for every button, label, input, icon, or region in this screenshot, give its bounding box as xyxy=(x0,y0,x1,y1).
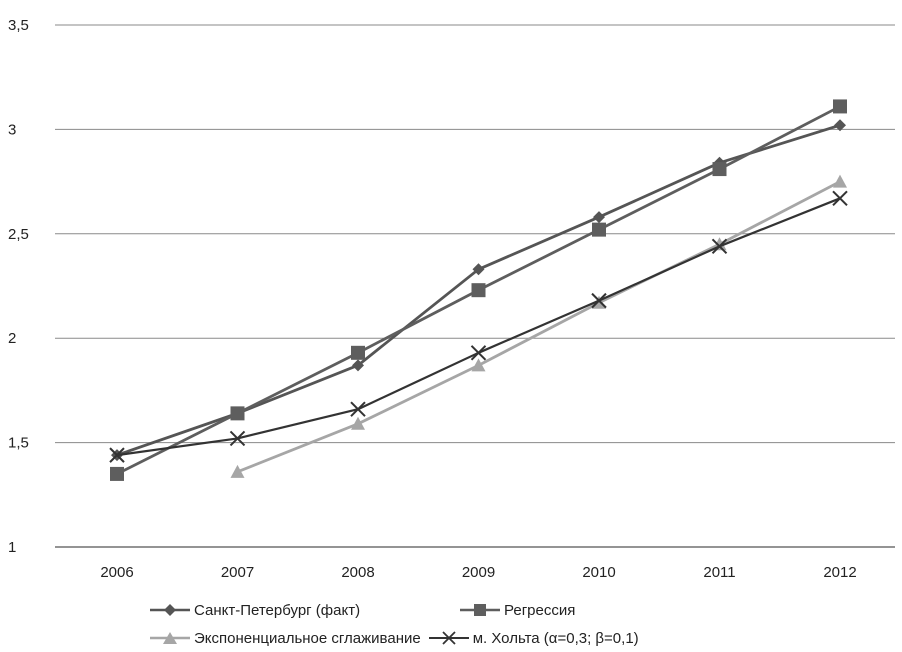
series-2 xyxy=(230,174,847,478)
legend-item-holt: м. Хольта (α=0,3; β=0,1) xyxy=(428,629,639,647)
legend-row-1: Санкт-Петербург (факт) Регрессия xyxy=(150,596,770,624)
legend-label-spb-fact: Санкт-Петербург (факт) xyxy=(194,601,361,619)
data-point xyxy=(833,174,847,188)
x-tick-label: 2008 xyxy=(341,564,374,581)
legend-x-marker-icon xyxy=(428,631,469,645)
legend-row-2: Экспоненциальное сглаживание м. Хольта (… xyxy=(150,624,770,652)
legend-item-regression: Регрессия xyxy=(460,602,575,619)
legend-label-regression: Регрессия xyxy=(504,601,576,619)
x-tick-label: 2006 xyxy=(100,564,133,581)
x-tick-label: 2010 xyxy=(582,564,615,581)
series-line xyxy=(236,180,841,474)
data-point xyxy=(351,345,365,360)
x-tick-label: 2009 xyxy=(462,564,495,581)
data-point xyxy=(593,211,605,224)
data-point xyxy=(472,263,485,276)
legend-item-exp-smoothing: Экспоненциальное сглаживание xyxy=(150,630,421,647)
legend-square-marker-icon xyxy=(460,604,500,616)
y-tick-label: 2,5 xyxy=(8,226,29,243)
gridlines xyxy=(55,24,895,548)
data-point xyxy=(352,359,364,372)
legend-label-exp-smoothing: Экспоненциальное сглаживание xyxy=(194,629,421,647)
legend-label-holt: м. Хольта (α=0,3; β=0,1) xyxy=(472,629,639,647)
x-tick-label: 2007 xyxy=(221,564,254,581)
data-point xyxy=(833,99,847,114)
data-point xyxy=(230,406,245,421)
x-tick-label: 2012 xyxy=(823,564,856,581)
legend: Санкт-Петербург (факт) Регрессия Экспоне… xyxy=(150,596,770,652)
x-tick-label: 2011 xyxy=(703,564,735,581)
legend-triangle-marker-icon xyxy=(150,632,190,644)
y-tick-label: 1 xyxy=(8,539,16,556)
data-point xyxy=(470,345,487,361)
data-point xyxy=(110,466,124,481)
x-axis-tick-labels: 2006 2007 2008 2009 2010 2011 2012 xyxy=(100,564,856,581)
series-3 xyxy=(109,190,848,463)
data-point xyxy=(832,190,848,207)
data-point xyxy=(471,358,486,372)
data-point xyxy=(591,292,607,309)
series-1 xyxy=(110,99,847,481)
y-tick-label: 3,5 xyxy=(8,17,29,34)
y-tick-label: 2 xyxy=(8,330,16,347)
y-axis-tick-labels: 1 1,5 2 2,5 3 3,5 xyxy=(8,17,29,556)
y-tick-label: 1,5 xyxy=(8,435,29,452)
data-point xyxy=(471,283,486,298)
data-point xyxy=(592,222,606,237)
series-lines xyxy=(109,99,848,481)
data-point xyxy=(350,401,366,417)
data-point xyxy=(229,430,246,447)
data-point xyxy=(834,119,846,132)
data-point xyxy=(109,447,125,463)
data-point xyxy=(711,238,728,255)
y-tick-label: 3 xyxy=(8,121,16,138)
legend-item-spb-fact: Санкт-Петербург (факт) xyxy=(150,602,460,619)
data-point xyxy=(230,464,245,478)
legend-diamond-marker-icon xyxy=(150,604,190,616)
data-point xyxy=(351,416,365,430)
data-point xyxy=(712,162,727,177)
